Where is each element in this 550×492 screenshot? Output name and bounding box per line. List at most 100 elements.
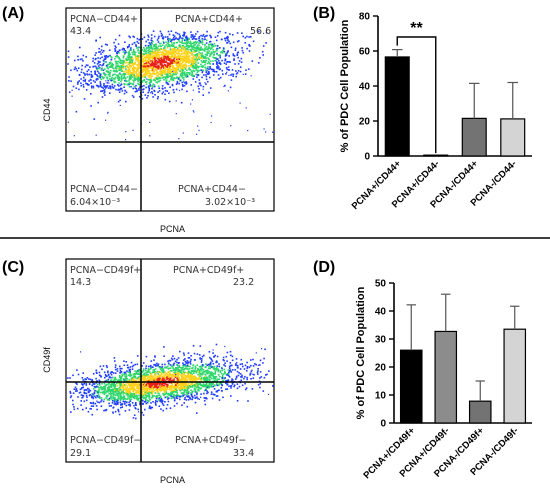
event-dot — [149, 51, 152, 54]
event-dot — [125, 68, 127, 71]
event-dot — [183, 386, 186, 388]
event-dot — [146, 72, 149, 74]
event-dot — [182, 373, 185, 375]
event-dot — [126, 364, 129, 366]
event-dot — [137, 46, 139, 49]
event-dot — [151, 55, 154, 57]
event-dot — [228, 55, 230, 57]
event-dot — [191, 38, 194, 40]
event-dot — [187, 55, 189, 57]
event-dot — [146, 59, 148, 62]
event-dot — [162, 380, 165, 382]
event-dot — [136, 90, 138, 93]
event-dot — [224, 31, 227, 34]
event-dot — [150, 406, 152, 409]
event-dot — [189, 61, 191, 63]
event-dot — [122, 63, 124, 65]
event-dot — [120, 79, 123, 81]
event-dot — [187, 41, 189, 43]
event-dot — [169, 52, 171, 54]
event-dot — [152, 62, 154, 64]
event-dot — [112, 78, 115, 80]
event-dot — [154, 401, 157, 404]
event-dot — [209, 373, 212, 376]
event-dot — [208, 375, 211, 377]
event-dot — [124, 89, 127, 92]
event-dot — [178, 89, 181, 92]
event-dot — [150, 407, 152, 410]
event-dot — [102, 87, 105, 89]
event-dot — [190, 355, 192, 357]
event-dot — [100, 405, 103, 407]
event-dot — [162, 382, 164, 385]
event-dot — [117, 84, 119, 86]
event-dot — [266, 373, 268, 376]
event-dot — [111, 377, 114, 379]
event-dot — [168, 92, 170, 94]
event-dot — [187, 352, 190, 354]
event-dot — [158, 394, 161, 397]
event-dot — [108, 402, 110, 405]
event-dot — [76, 369, 78, 371]
event-dot — [184, 384, 187, 387]
event-dot — [152, 383, 154, 385]
event-dot — [259, 377, 261, 379]
event-dot — [128, 389, 131, 391]
event-dot — [158, 70, 161, 73]
event-dot — [91, 393, 93, 395]
event-dot — [178, 138, 180, 140]
event-dot — [185, 43, 188, 46]
event-dot — [161, 383, 163, 386]
event-dot — [107, 67, 110, 70]
event-dot — [171, 385, 174, 388]
event-dot — [206, 67, 209, 70]
event-dot — [127, 396, 129, 398]
event-dot — [200, 359, 203, 362]
event-dot — [198, 51, 200, 54]
event-dot — [177, 78, 180, 80]
event-dot — [93, 391, 96, 394]
event-dot — [175, 61, 177, 63]
event-dot — [203, 379, 206, 381]
event-dot — [218, 378, 220, 380]
event-dot — [215, 63, 218, 65]
event-dot — [114, 360, 116, 362]
event-dot — [268, 370, 270, 372]
event-dot — [135, 88, 138, 90]
event-dot — [158, 80, 161, 83]
event-dot — [151, 91, 153, 93]
event-dot — [81, 64, 83, 67]
event-dot — [196, 65, 198, 68]
event-dot — [184, 66, 187, 69]
event-dot — [180, 392, 183, 394]
event-dot — [177, 68, 180, 71]
event-dot — [203, 389, 206, 392]
event-dot — [168, 367, 170, 370]
event-dot — [147, 52, 150, 54]
event-dot — [184, 374, 186, 377]
event-dot — [77, 396, 79, 398]
event-dot — [219, 63, 222, 65]
event-dot — [129, 403, 131, 406]
event-dot — [143, 369, 145, 372]
event-dot — [125, 404, 128, 407]
event-dot — [171, 63, 173, 65]
event-dot — [114, 368, 117, 371]
event-dot — [190, 386, 192, 388]
event-dot — [211, 374, 213, 376]
event-dot — [204, 64, 206, 66]
event-dot — [146, 63, 149, 66]
event-dot — [192, 390, 194, 393]
event-dot — [149, 66, 151, 68]
event-dot — [141, 385, 144, 387]
event-dot — [115, 65, 117, 67]
event-dot — [196, 412, 198, 414]
event-dot — [228, 40, 230, 43]
event-dot — [186, 42, 188, 44]
event-dot — [196, 391, 198, 393]
event-dot — [182, 55, 184, 58]
event-dot — [200, 69, 202, 71]
event-dot — [132, 67, 134, 69]
event-dot — [144, 94, 147, 96]
event-dot — [129, 57, 132, 60]
